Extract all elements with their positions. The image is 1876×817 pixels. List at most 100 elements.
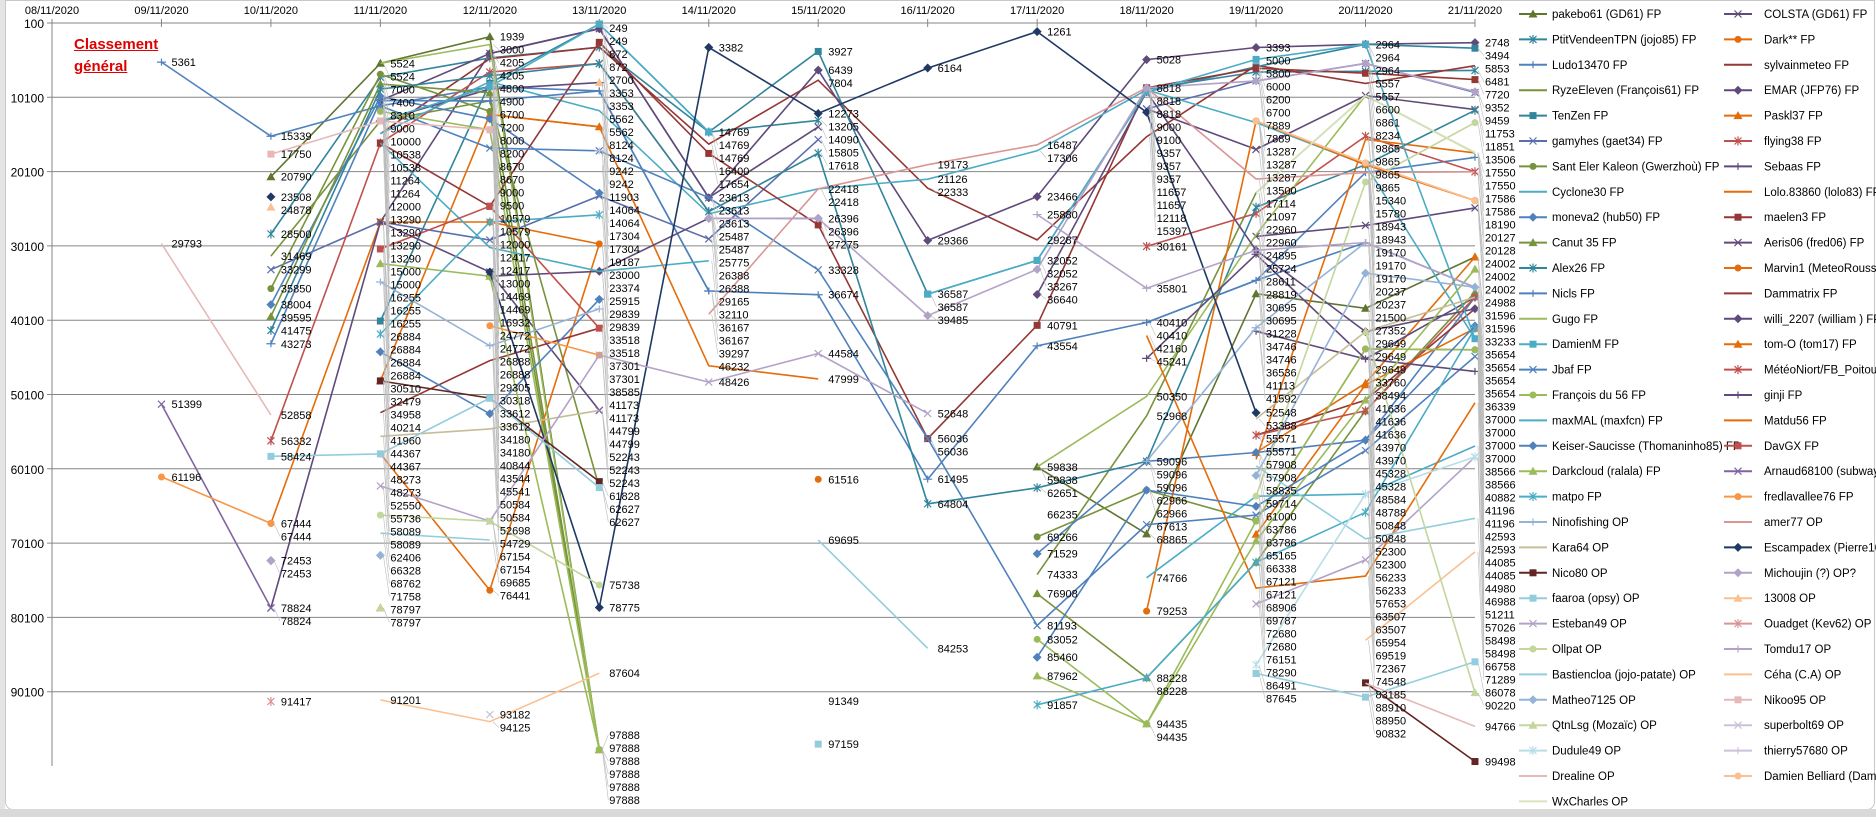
data-label: 9100 — [1157, 135, 1181, 147]
data-label-leader — [1477, 109, 1485, 134]
series-5 — [379, 46, 1476, 241]
data-point — [1362, 178, 1370, 186]
data-label-leader — [1368, 400, 1375, 539]
data-label-leader — [1149, 322, 1156, 336]
data-label-leader — [383, 96, 390, 142]
data-point — [1032, 211, 1042, 219]
data-label: 52243 — [609, 465, 640, 477]
data-label: 50584 — [500, 500, 531, 512]
data-label: 5557 — [1376, 78, 1400, 90]
data-label-leader — [1258, 664, 1266, 686]
data-label: 29366 — [938, 235, 969, 247]
data-label: 8234 — [1376, 130, 1400, 142]
data-label-leader — [1477, 79, 1485, 95]
data-point — [1361, 268, 1371, 278]
data-label: 97159 — [828, 739, 859, 751]
data-label: 61516 — [828, 474, 859, 486]
series-line — [160, 243, 1476, 728]
data-label-leader — [1258, 254, 1266, 334]
chart-area[interactable] — [5, 0, 1875, 810]
legend-marker-icon — [1529, 365, 1537, 374]
data-label: 5361 — [171, 57, 195, 69]
data-label-leader — [711, 153, 719, 185]
data-label-leader — [1258, 418, 1266, 426]
legend-label: Matdu56 FP — [1764, 415, 1827, 427]
data-label: 67444 — [281, 518, 312, 530]
data-point — [1470, 287, 1480, 296]
data-label-leader — [383, 607, 390, 623]
data-label: 30695 — [1266, 315, 1297, 327]
data-label-leader — [1477, 328, 1485, 524]
data-label: 13290 — [390, 227, 421, 239]
data-label: 58424 — [281, 451, 312, 463]
data-label: 55736 — [390, 513, 421, 525]
legend-label: Cyclone30 FP — [1552, 187, 1625, 199]
data-label: 59714 — [1266, 499, 1297, 511]
series-line — [270, 62, 1476, 505]
legend-item: Céha (C.A) OP — [1724, 669, 1842, 681]
data-point — [1251, 501, 1261, 511]
legend-item: maelen3 FP — [1724, 212, 1826, 224]
data-label: 45541 — [500, 487, 531, 499]
legend-item: 13008 OP — [1724, 593, 1816, 605]
data-label: 93182 — [500, 710, 531, 722]
data-label-leader — [1258, 331, 1266, 399]
series-0 — [266, 32, 1480, 754]
series-line — [379, 142, 1476, 579]
data-label: 19187 — [609, 257, 640, 269]
data-label-leader — [1477, 661, 1485, 693]
data-label: 52858 — [281, 410, 312, 422]
data-label-leader — [383, 281, 390, 415]
legend-label: Keiser-Saucisse (Thomaninho85) FP — [1552, 441, 1741, 453]
legend-label: gamyhes (gaet34) FP — [1552, 136, 1663, 148]
x-tick-label: 09/11/2020 — [134, 5, 188, 17]
data-label: 12118 — [1157, 213, 1187, 225]
data-label: 26884 — [390, 357, 421, 369]
data-label: 62627 — [609, 517, 640, 529]
data-label-leader — [383, 74, 390, 90]
legend-item: Dark** FP — [1724, 34, 1815, 46]
data-label: 7000 — [390, 84, 414, 96]
legend-label: Esteban49 OP — [1552, 619, 1627, 631]
data-point — [1251, 470, 1261, 480]
data-point — [1471, 323, 1479, 333]
data-label-leader — [1477, 256, 1485, 329]
data-label: 56036 — [938, 434, 969, 446]
data-label-leader — [820, 153, 828, 166]
legend-item: François du 56 FP — [1519, 390, 1646, 402]
data-point — [1252, 600, 1260, 608]
series-39 — [157, 322, 603, 527]
data-label: 50350 — [1157, 391, 1188, 403]
data-label: 38566 — [1485, 467, 1516, 479]
legend-marker-icon — [1733, 85, 1743, 95]
data-point — [376, 329, 385, 339]
data-label: 72680 — [1266, 642, 1297, 654]
data-label: 35850 — [281, 284, 312, 296]
data-label: 24002 — [1485, 285, 1516, 297]
data-label-leader — [1477, 297, 1485, 459]
data-label-leader — [1368, 331, 1375, 435]
data-label: 78775 — [609, 603, 640, 615]
data-label-leader — [1477, 152, 1485, 186]
data-point — [266, 172, 276, 181]
data-point — [375, 347, 385, 357]
data-label: 21126 — [938, 174, 968, 186]
data-label: 67444 — [281, 531, 312, 543]
data-label-leader — [1368, 682, 1375, 708]
series-35 — [376, 202, 603, 332]
legend-item: Paskl37 FP — [1724, 111, 1823, 123]
series-line — [708, 62, 1476, 317]
series-49 — [266, 696, 275, 706]
data-label: 44799 — [609, 426, 640, 438]
data-labels: 5361297935139961196153391775020790235082… — [171, 23, 1515, 807]
data-label-leader — [1477, 92, 1485, 121]
data-label: 41196 — [1485, 506, 1515, 518]
data-point — [1142, 284, 1152, 292]
legend-label: Kara64 OP — [1552, 542, 1609, 554]
data-label-leader — [1258, 475, 1266, 517]
legend-label: PtitVendeenTPN (jojo85) FP — [1552, 34, 1697, 46]
legend-item: Matdu56 FP — [1724, 415, 1827, 427]
legend-item: faaroa (opsy) OP — [1519, 593, 1640, 605]
data-label: 31596 — [1485, 324, 1516, 336]
legend-item: fredlavallee76 FP — [1724, 492, 1854, 504]
